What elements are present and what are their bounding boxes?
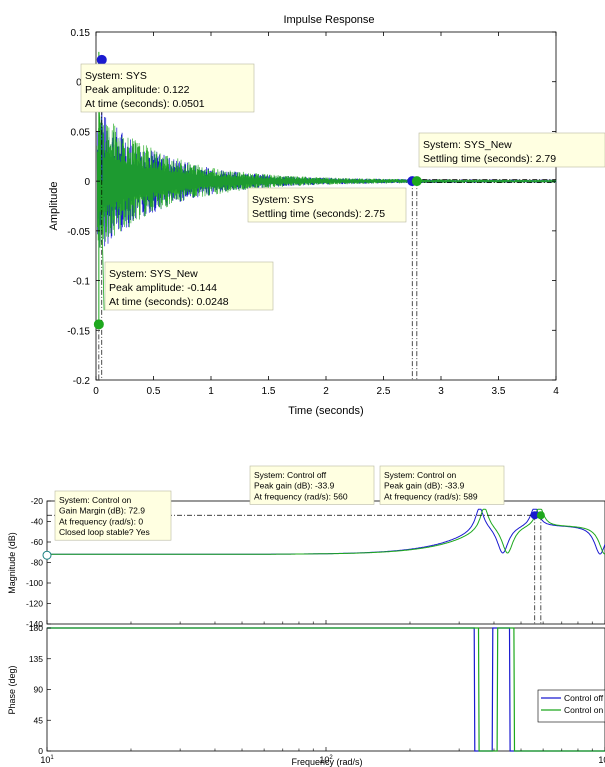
gain-margin-marker — [42, 550, 52, 560]
datatip-line: Peak gain (dB): -33.9 — [254, 481, 335, 491]
datatip-line: System: Control off — [254, 470, 327, 480]
x-axis-label: Time (seconds) — [288, 405, 363, 417]
phase-y-tick-label: 0 — [38, 746, 43, 756]
datatip-line: System: Control on — [384, 470, 457, 480]
datatip-line: System: SYS_New — [423, 139, 512, 151]
datatip-box — [418, 132, 605, 168]
mag-y-tick-label: -40 — [31, 517, 44, 527]
mag-y-tick-label: -140 — [26, 619, 43, 629]
x-tick-label: 3.5 — [492, 386, 506, 397]
x-tick-label: 1 — [208, 386, 214, 397]
chart-title: Impulse Response — [283, 14, 374, 26]
datatip-line: Peak amplitude: -0.144 — [109, 282, 217, 294]
datatip-line: At frequency (rad/s): 560 — [254, 491, 348, 501]
y-tick-label: 0 — [84, 177, 90, 188]
peak-marker-control-on — [536, 511, 545, 520]
datatip-box — [249, 465, 375, 505]
mag-y-tick-label: -100 — [26, 578, 43, 588]
datatip-line: At frequency (rad/s): 0 — [59, 516, 143, 526]
datatip-line: Gain Margin (dB): 72.9 — [59, 506, 145, 516]
datatip-box — [379, 465, 505, 505]
datatip-line: System: Control on — [59, 495, 132, 505]
datatip-peak-sys: System: SYS Peak amplitude: 0.122 At time … — [80, 63, 255, 113]
x-tick-label: 2.5 — [377, 386, 391, 397]
bode-x-axis-label: Frequency (rad/s) — [291, 757, 362, 767]
bode-traces — [47, 508, 605, 752]
x-tick-label: 4 — [553, 386, 559, 397]
x-tick-label: 3 — [438, 386, 444, 397]
datatip-line: Peak amplitude: 0.122 — [85, 84, 190, 96]
data-marker — [411, 176, 422, 187]
datatip-line: Settling time (seconds): 2.79 — [423, 153, 556, 165]
datatip-line: Closed loop stable? Yes — [59, 527, 150, 537]
phase-y-tick-label: 45 — [34, 715, 44, 725]
datatip-box — [104, 261, 274, 311]
datatip-line: At frequency (rad/s): 589 — [384, 491, 478, 501]
datatip-line: System: SYS — [252, 194, 314, 206]
x-tick-label: 102 — [319, 755, 333, 765]
datatip-line: System: SYS_New — [109, 268, 198, 280]
x-tick-exponent: 1 — [50, 755, 54, 761]
mag-y-tick-label: -120 — [26, 599, 43, 609]
x-tick-label: 101 — [40, 755, 54, 765]
phase-y-tick-label: 90 — [34, 685, 44, 695]
legend: Control off Control on — [537, 689, 605, 723]
datatip-settling-sys-new: System: SYS_New Settling time (seconds): … — [418, 132, 605, 168]
magnitude-line-control-on — [47, 508, 605, 555]
y-tick-label: -0.2 — [73, 376, 91, 387]
legend-label: Control off — [564, 693, 604, 703]
datatip-line: System: SYS — [85, 70, 147, 82]
y-tick-label: -0.1 — [73, 277, 91, 288]
mag-y-tick-label: -20 — [31, 496, 44, 506]
datatip-box — [54, 490, 172, 541]
x-tick-label: 2 — [323, 386, 329, 397]
x-tick-label: 1.5 — [262, 386, 276, 397]
y-tick-label: 0.15 — [71, 28, 91, 39]
datatip-box — [80, 63, 255, 113]
y-tick-label: -0.15 — [67, 326, 90, 337]
x-tick-label: 0.5 — [147, 386, 161, 397]
mag-y-tick-label: -60 — [31, 537, 44, 547]
datatip-line: Peak gain (dB): -33.9 — [384, 481, 465, 491]
phase-y-tick-label: 180 — [29, 623, 43, 633]
legend-label: Control on — [564, 705, 603, 715]
datatip-line: At time (seconds): 0.0248 — [109, 296, 229, 308]
x-tick-label: 103 — [598, 755, 605, 765]
datatip-line: At time (seconds): 0.0501 — [85, 98, 205, 110]
data-marker — [93, 319, 104, 330]
phase-y-tick-label: 135 — [29, 654, 43, 664]
y-tick-label: 0.05 — [71, 127, 91, 138]
mag-y-tick-label: -80 — [31, 558, 44, 568]
y-axis-label: Amplitude — [48, 182, 60, 231]
series-line-sys_new — [96, 114, 557, 248]
phase-plot-area — [46, 627, 605, 752]
legend-box — [537, 689, 605, 723]
datatip-line: Settling time (seconds): 2.75 — [252, 208, 385, 220]
phase-line-control-on — [47, 627, 605, 752]
mag-y-axis-label: Magnitude (dB) — [7, 532, 17, 594]
datatip-settling-sys: System: SYS Settling time (seconds): 2.75 — [247, 187, 407, 223]
impulse-response-chart: Impulse Response 0 0.5 1 1.5 2 2.5 3 3.5 4 0.15 0.… — [48, 14, 605, 417]
x-tick-exponent: 2 — [329, 755, 333, 761]
y-tick-label: -0.05 — [67, 227, 90, 238]
datatip-box — [247, 187, 407, 223]
peak-marker-control-off — [530, 511, 539, 520]
x-tick-label: 0 — [93, 386, 99, 397]
datatip-peak-sys-new: System: SYS_New Peak amplitude: -0.144 At … — [104, 261, 274, 311]
phase-y-axis-label: Phase (deg) — [7, 665, 17, 714]
